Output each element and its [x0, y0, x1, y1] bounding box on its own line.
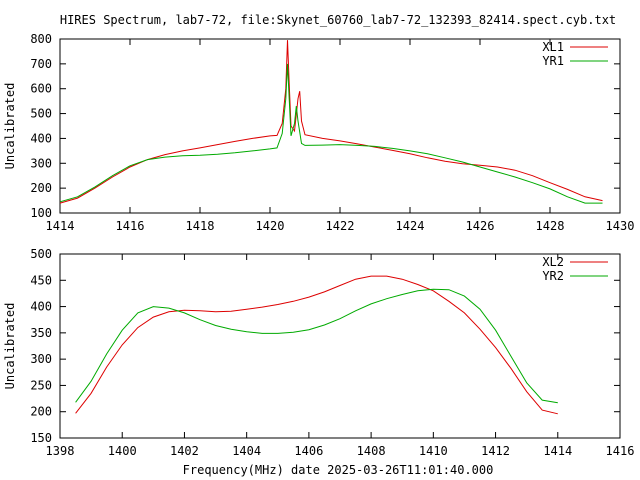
y-tick-label: 600: [30, 82, 52, 96]
y-tick-label: 250: [30, 378, 52, 392]
x-tick-label: 1420: [256, 219, 285, 233]
y-tick-label: 200: [30, 181, 52, 195]
plot-frame: [59, 253, 621, 439]
x-tick-label: 1424: [396, 219, 425, 233]
y-tick-label: 500: [30, 247, 52, 261]
x-tick-label: 1416: [606, 444, 635, 458]
x-tick-label: 1418: [186, 219, 215, 233]
y-axis-label: Uncalibrated: [3, 303, 17, 390]
y-tick-label: 300: [30, 156, 52, 170]
plot-frame: [59, 38, 621, 214]
y-tick-label: 800: [30, 32, 52, 46]
series-line-xl1: [59, 40, 603, 204]
x-tick-label: 1400: [108, 444, 137, 458]
y-tick-label: 150: [30, 431, 52, 445]
x-tick-label: 1422: [326, 219, 355, 233]
y-tick-label: 350: [30, 326, 52, 340]
y-tick-label: 450: [30, 273, 52, 287]
x-tick-label: 1426: [466, 219, 495, 233]
legend-label: YR2: [542, 269, 564, 283]
y-tick-label: 100: [30, 206, 52, 220]
legend-label: XL2: [542, 255, 564, 269]
x-tick-label: 1416: [116, 219, 145, 233]
y-tick-label: 400: [30, 131, 52, 145]
series-line-xl2: [75, 275, 558, 415]
spectrum-panel-1: 1414 1416 1418 1420 1422 1424 1426 1428 1430 100 2…: [3, 32, 634, 233]
x-tick-label: 1430: [606, 219, 635, 233]
x-tick-label: 1398: [46, 444, 75, 458]
legend-label: XL1: [542, 40, 564, 54]
y-tick-label: 500: [30, 107, 52, 121]
spectrum-panel-2: 1398 1400 1402 1404 1406 1408 1410 1412 1414 1416…: [3, 247, 634, 458]
figure-title: HIRES Spectrum, lab7-72, file:Skynet_607…: [60, 13, 616, 27]
x-tick-label: 1414: [46, 219, 75, 233]
x-tick-label: 1406: [294, 444, 323, 458]
legend-label: YR1: [542, 54, 564, 68]
y-tick-label: 300: [30, 352, 52, 366]
y-tick-label: 700: [30, 57, 52, 71]
x-tick-label: 1428: [536, 219, 565, 233]
series-line-yr2: [75, 288, 558, 404]
y-tick-label: 200: [30, 405, 52, 419]
x-tick-label: 1414: [543, 444, 572, 458]
series-line-yr1: [59, 63, 603, 204]
x-tick-label: 1402: [170, 444, 199, 458]
x-axis-label: Frequency(MHz) date 2025-03-26T11:01:40.…: [183, 463, 494, 477]
x-tick-label: 1410: [419, 444, 448, 458]
x-tick-label: 1408: [357, 444, 386, 458]
x-tick-label: 1404: [232, 444, 261, 458]
y-tick-label: 400: [30, 300, 52, 314]
y-axis-label: Uncalibrated: [3, 83, 17, 170]
x-tick-label: 1412: [481, 444, 510, 458]
